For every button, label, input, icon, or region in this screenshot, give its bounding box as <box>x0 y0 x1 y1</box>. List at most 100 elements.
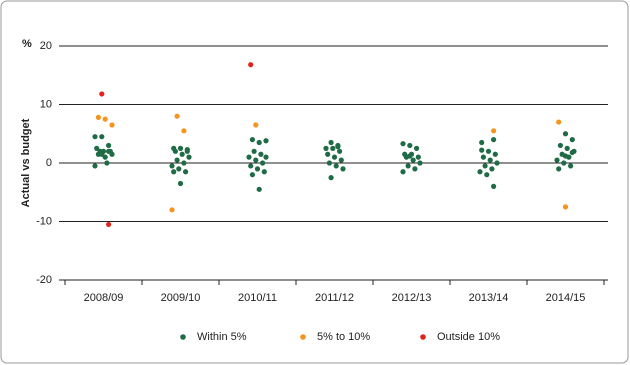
data-point <box>106 142 112 149</box>
legend-marker <box>420 334 426 340</box>
data-point <box>249 172 255 178</box>
data-point <box>562 204 569 210</box>
data-point <box>331 154 338 160</box>
data-point <box>248 163 254 169</box>
data-point <box>479 147 485 153</box>
data-point <box>177 180 184 187</box>
x-tick-label: 2011/12 <box>315 292 354 304</box>
data-point <box>109 151 115 157</box>
data-point <box>171 169 177 175</box>
data-point <box>487 157 493 163</box>
data-point <box>176 166 182 172</box>
legend-marker <box>180 334 186 340</box>
data-point <box>102 116 108 122</box>
data-point <box>261 169 267 175</box>
y-tick-label: -20 <box>36 274 52 286</box>
data-point <box>102 154 108 160</box>
y-unit: % <box>22 38 32 50</box>
data-point <box>491 183 497 189</box>
data-point <box>415 154 421 160</box>
legend-marker <box>300 334 306 340</box>
data-point <box>104 160 110 166</box>
x-tick-label: 2014/15 <box>546 292 586 304</box>
y-tick-label: 20 <box>40 40 52 52</box>
data-point <box>248 62 254 68</box>
data-point <box>328 175 334 181</box>
data-point <box>256 186 262 192</box>
data-point <box>256 139 262 146</box>
data-point <box>169 207 175 213</box>
data-point <box>562 153 569 159</box>
data-point <box>263 154 269 160</box>
data-point <box>258 151 264 157</box>
data-point <box>254 166 261 172</box>
data-point <box>335 144 341 150</box>
data-point <box>323 145 329 151</box>
data-point <box>482 163 488 169</box>
data-point <box>251 148 257 154</box>
data-point <box>479 139 485 146</box>
data-point <box>183 169 189 175</box>
data-point <box>330 145 336 151</box>
data-point <box>492 151 498 157</box>
legend-label: 5% to 10% <box>317 331 370 343</box>
data-point <box>184 148 190 154</box>
data-point <box>491 128 497 134</box>
data-point <box>400 169 406 175</box>
data-point <box>326 160 332 166</box>
data-point <box>325 151 331 157</box>
x-tick-label: 2009/10 <box>161 292 201 304</box>
x-tick-label: 2010/11 <box>238 292 277 304</box>
data-point <box>186 154 192 160</box>
data-point <box>172 148 178 154</box>
data-point <box>328 139 334 146</box>
data-point <box>99 91 105 97</box>
x-tick-label: 2012/13 <box>392 292 432 304</box>
data-point <box>92 134 98 140</box>
data-point <box>400 141 406 147</box>
data-point <box>95 114 101 120</box>
data-point <box>99 134 105 140</box>
data-point <box>569 137 575 143</box>
y-axis-label: Actual vs budget <box>20 118 32 207</box>
data-point <box>484 172 490 178</box>
data-point <box>417 160 423 166</box>
data-point <box>106 221 112 228</box>
data-point <box>337 148 343 154</box>
data-point <box>477 169 483 175</box>
data-point <box>489 166 495 172</box>
x-tick-label: 2008/09 <box>84 292 124 304</box>
x-tick-label: 2013/14 <box>469 292 509 304</box>
y-tick-label: 0 <box>46 157 52 169</box>
data-point <box>246 154 252 160</box>
data-point <box>260 160 266 166</box>
data-point <box>405 163 411 169</box>
data-point <box>407 153 413 159</box>
data-point <box>338 157 344 163</box>
data-point <box>554 157 560 163</box>
data-point <box>94 145 100 151</box>
data-point <box>485 148 492 154</box>
y-tick-label: -10 <box>36 215 52 227</box>
data-point <box>494 160 500 166</box>
data-point <box>106 148 112 154</box>
data-point <box>181 128 187 134</box>
data-point <box>414 145 420 151</box>
data-point <box>564 145 570 151</box>
data-point <box>169 163 175 169</box>
data-point <box>253 122 259 128</box>
data-point <box>92 163 98 169</box>
data-point <box>561 160 567 166</box>
data-point <box>99 151 105 157</box>
data-point <box>568 163 574 169</box>
data-point <box>263 138 269 144</box>
data-point <box>333 163 339 169</box>
data-point <box>253 157 259 163</box>
data-point <box>412 166 418 172</box>
data-point <box>569 149 575 156</box>
data-point <box>562 131 569 137</box>
data-point <box>556 166 562 172</box>
